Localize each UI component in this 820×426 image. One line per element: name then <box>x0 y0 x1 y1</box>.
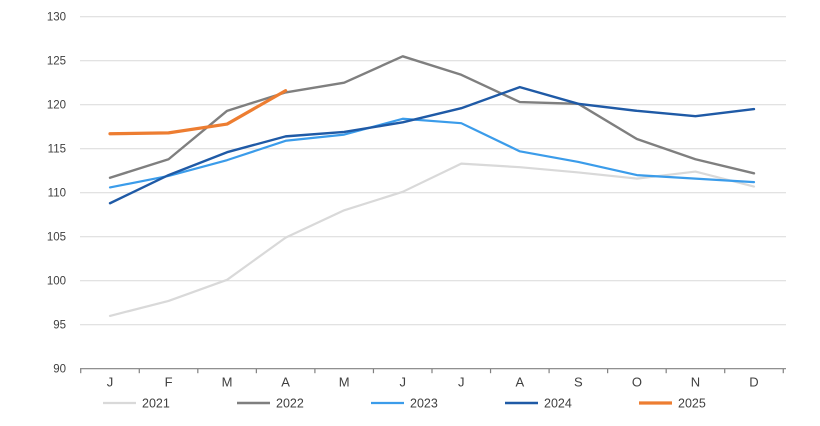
y-axis-label: 105 <box>47 232 66 244</box>
x-axis-label: O <box>632 375 642 390</box>
y-axis-label: 120 <box>47 100 66 112</box>
x-axis-label: N <box>691 375 700 390</box>
legend-label-2022: 2022 <box>276 397 304 411</box>
series-line-2021 <box>108 162 756 317</box>
x-axis-label: J <box>399 375 406 390</box>
x-axis-label: S <box>574 375 583 390</box>
x-axis-label: F <box>165 375 173 390</box>
legend-label-2025: 2025 <box>678 397 706 411</box>
x-axis-label: D <box>749 375 758 390</box>
x-axis-label: A <box>515 375 524 390</box>
series-line-2024 <box>108 85 756 205</box>
x-axis-label: J <box>107 375 114 390</box>
legend-label-2024: 2024 <box>544 397 572 411</box>
x-axis-label: M <box>222 375 233 390</box>
legend-label-2023: 2023 <box>410 397 438 411</box>
series-line-2025 <box>108 89 288 136</box>
y-axis-label: 130 <box>47 12 66 24</box>
x-axis-label: J <box>458 375 465 390</box>
x-axis-label: A <box>281 375 290 390</box>
x-axis-label: M <box>339 375 350 390</box>
series-line-2023 <box>108 117 756 189</box>
y-axis-label: 115 <box>48 144 66 156</box>
y-axis-label: 125 <box>47 56 66 68</box>
series-line-2022 <box>108 55 756 179</box>
y-axis-label: 100 <box>47 276 66 288</box>
y-axis-label: 95 <box>53 320 66 332</box>
y-axis-label: 110 <box>48 188 66 200</box>
y-axis-label: 90 <box>53 364 66 376</box>
legend-label-2021: 2021 <box>142 397 170 411</box>
